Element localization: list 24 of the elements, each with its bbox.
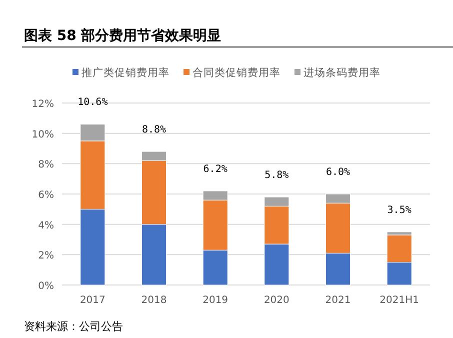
total-label: 10.6% <box>78 97 108 108</box>
y-tick-label: 4% <box>38 220 54 232</box>
total-label: 6.2% <box>203 164 228 175</box>
y-tick-label: 12% <box>32 99 54 110</box>
x-tick-label: 2018 <box>141 295 167 306</box>
total-label: 3.5% <box>387 204 412 216</box>
y-tick-label: 6% <box>38 190 54 201</box>
chart-title: 图表 58 部分费用节省效果明显 <box>24 27 222 44</box>
y-tick-label: 2% <box>38 250 54 262</box>
x-tick-label: 2019 <box>202 295 228 306</box>
x-tick-label: 2021H1 <box>380 295 420 306</box>
total-label: 6.0% <box>326 167 350 178</box>
total-label: 8.8% <box>142 124 166 136</box>
x-tick-label: 2020 <box>264 295 290 306</box>
legend-label: 进场条码费用率 <box>304 66 380 79</box>
y-tick-label: 8% <box>38 160 54 171</box>
text: 资料来源：公司公告 <box>24 320 123 333</box>
x-tick-label: 2017 <box>80 295 106 306</box>
x-tick-label: 2021 <box>325 295 351 306</box>
total-label: 5.8% <box>264 170 289 182</box>
legend-label: 合同类促销费用率 <box>192 66 280 79</box>
legend-label: 推广类促销费用率 <box>82 66 170 79</box>
y-tick-label: 10% <box>32 129 54 140</box>
y-tick-label: 0% <box>38 281 54 292</box>
